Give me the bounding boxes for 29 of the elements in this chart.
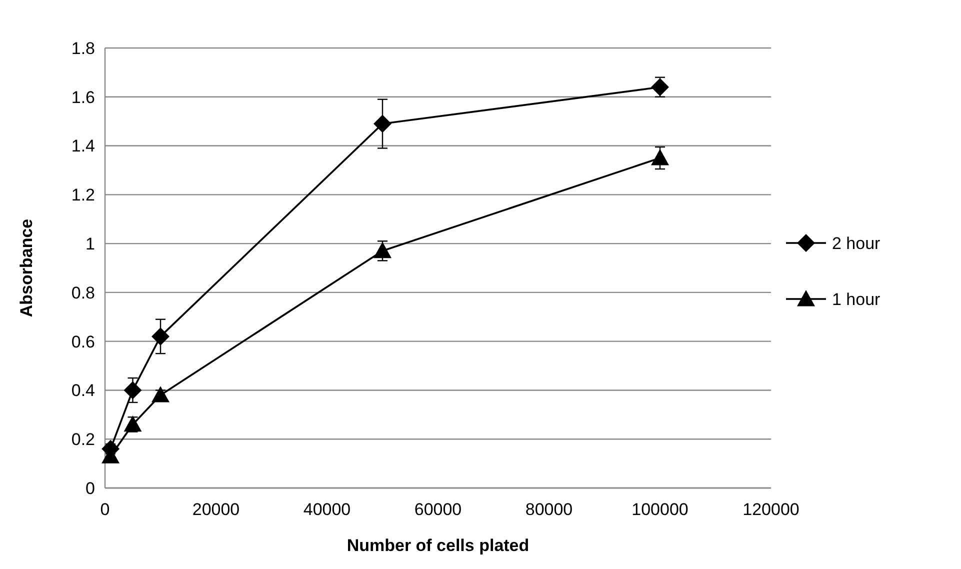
y-tick-label: 1.2 <box>71 186 95 205</box>
y-tick-label: 1.4 <box>71 136 95 156</box>
y-tick-label: 0.2 <box>71 430 95 450</box>
point <box>152 386 170 402</box>
y-tick-label: 0.8 <box>71 283 95 302</box>
point <box>152 327 170 346</box>
point <box>124 381 142 400</box>
x-tick-label: 0 <box>100 500 110 519</box>
x-tick-label: 40000 <box>303 500 351 519</box>
legend-label: 1 hour <box>832 290 881 309</box>
y-tick-label: 0 <box>86 478 95 498</box>
y-tick-label: 1 <box>86 234 95 254</box>
legend-label: 2 hour <box>832 234 881 253</box>
point <box>124 415 142 432</box>
x-tick-label: 120000 <box>742 500 800 519</box>
point <box>374 242 392 258</box>
x-tick-label: 60000 <box>414 500 462 519</box>
y-axis-title: Absorbance <box>17 218 36 318</box>
y-tick-label: 0.6 <box>71 332 95 352</box>
x-tick-label: 20000 <box>192 500 240 519</box>
point <box>651 78 669 96</box>
y-tick-label: 1.6 <box>71 88 95 107</box>
x-tick-label: 80000 <box>525 500 573 519</box>
point <box>651 149 669 166</box>
x-tick-label: 100000 <box>632 500 688 519</box>
point <box>374 114 392 133</box>
x-axis-title: Number of cells plated <box>346 536 530 555</box>
y-tick-label: 1.8 <box>71 38 95 58</box>
y-tick-label: 0.4 <box>71 381 95 400</box>
